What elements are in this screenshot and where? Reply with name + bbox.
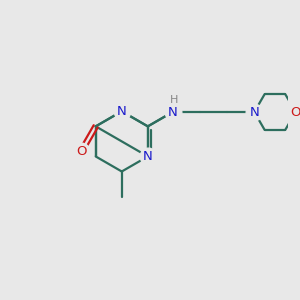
Text: O: O	[290, 106, 300, 118]
Text: N: N	[143, 150, 153, 163]
Text: N: N	[249, 106, 259, 118]
Text: N: N	[168, 106, 178, 118]
Text: H: H	[170, 95, 178, 105]
Text: N: N	[117, 105, 127, 118]
Text: O: O	[76, 145, 87, 158]
